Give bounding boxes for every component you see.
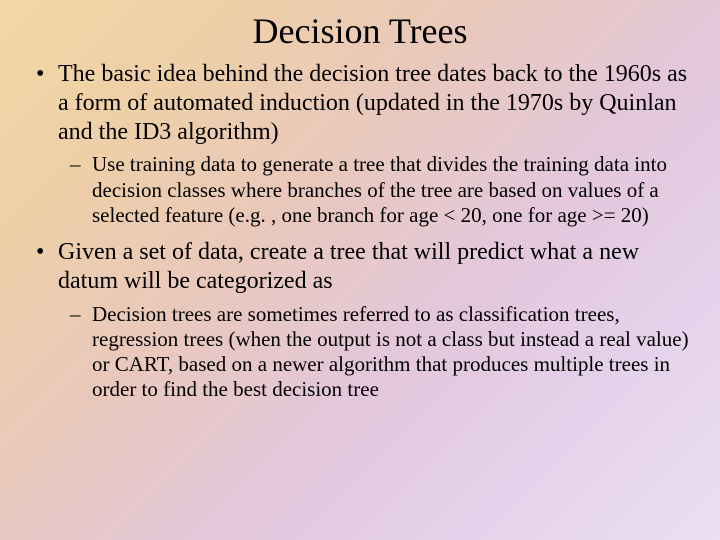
- sub-bullet-text: Use training data to generate a tree tha…: [92, 152, 667, 226]
- sub-bullet-list: Use training data to generate a tree tha…: [58, 152, 690, 228]
- sub-bullet-text: Decision trees are sometimes referred to…: [92, 302, 689, 402]
- bullet-list: The basic idea behind the decision tree …: [30, 60, 690, 402]
- slide-title: Decision Trees: [30, 10, 690, 52]
- bullet-item: Given a set of data, create a tree that …: [30, 238, 690, 402]
- slide: Decision Trees The basic idea behind the…: [0, 0, 720, 540]
- sub-bullet-list: Decision trees are sometimes referred to…: [58, 302, 690, 403]
- bullet-item: The basic idea behind the decision tree …: [30, 60, 690, 228]
- sub-bullet-item: Decision trees are sometimes referred to…: [58, 302, 690, 403]
- bullet-text: The basic idea behind the decision tree …: [58, 61, 687, 145]
- sub-bullet-item: Use training data to generate a tree tha…: [58, 152, 690, 228]
- bullet-text: Given a set of data, create a tree that …: [58, 239, 639, 294]
